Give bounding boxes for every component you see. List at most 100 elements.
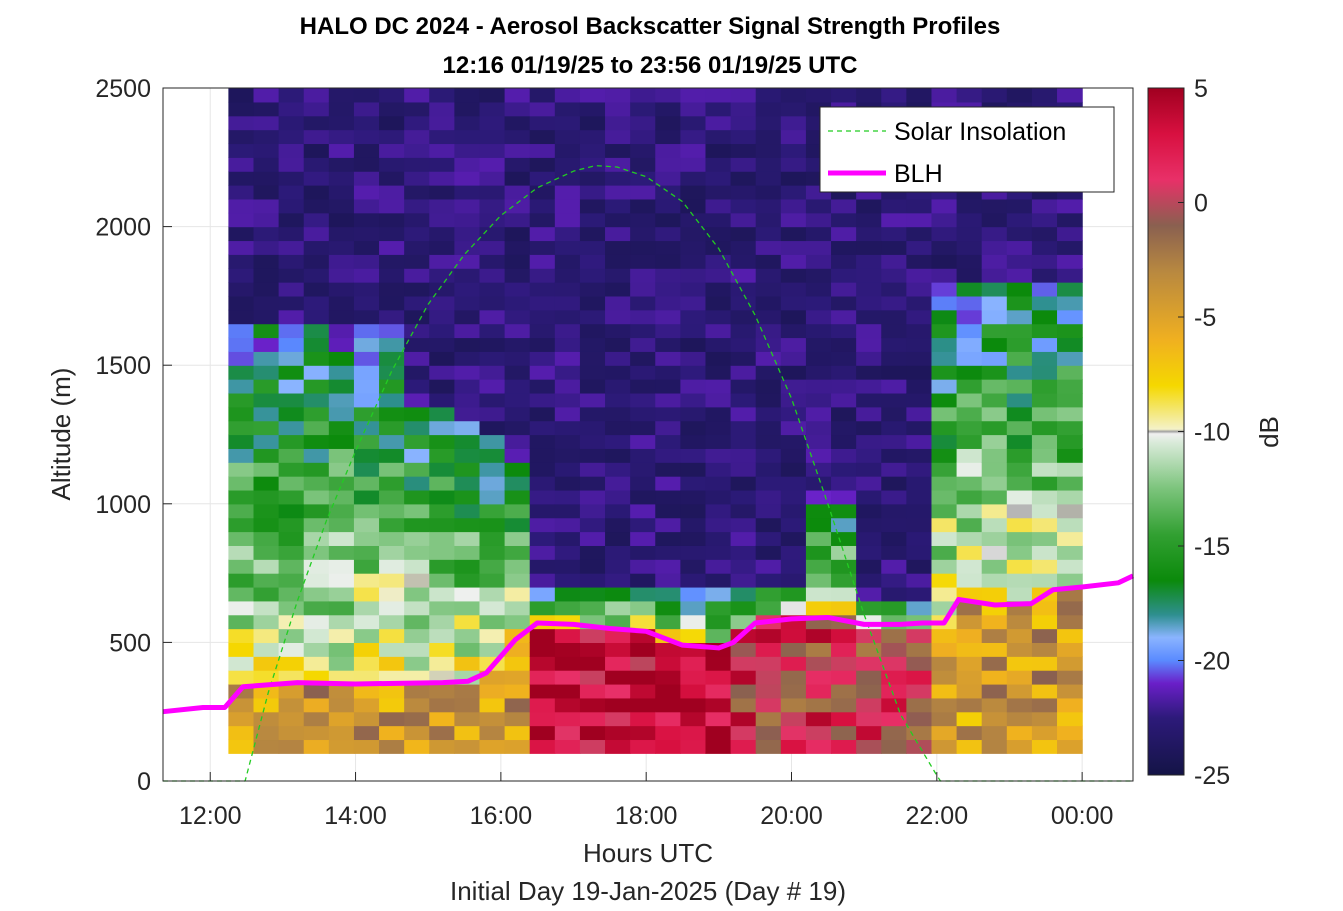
heatmap-cell [680, 185, 707, 200]
heatmap-cell [404, 420, 430, 436]
heatmap-cell [504, 337, 531, 352]
heatmap-cell [805, 517, 832, 533]
heatmap-cell [379, 559, 405, 574]
heatmap-cell [529, 295, 556, 311]
heatmap-cell [454, 254, 481, 269]
heatmap-cell [504, 683, 531, 699]
heatmap-cell [755, 670, 782, 685]
heatmap-cell [529, 586, 556, 602]
heatmap-cell [529, 212, 556, 228]
heatmap-cell [655, 517, 681, 533]
x-tick-label: 14:00 [324, 802, 387, 830]
heatmap-cell [780, 683, 807, 699]
heatmap-cell [429, 212, 455, 228]
heatmap-cell [529, 628, 556, 643]
heatmap-cell [655, 697, 681, 713]
heatmap-cell [831, 268, 857, 283]
heatmap-cell [680, 628, 707, 643]
heatmap-cell [605, 365, 631, 380]
heatmap-cell [554, 420, 581, 436]
heatmap-cell [755, 559, 782, 574]
heatmap-cell [831, 282, 857, 297]
heatmap-cell [228, 365, 255, 380]
heatmap-cell [1006, 88, 1033, 103]
heatmap-cell [353, 420, 380, 436]
heatmap-cell [228, 531, 255, 546]
heatmap-cell [228, 198, 255, 214]
heatmap-cell [730, 711, 757, 727]
heatmap-cell [404, 586, 430, 602]
heatmap-cell [253, 420, 280, 436]
heatmap-cell [856, 503, 882, 519]
heatmap-cell [655, 531, 681, 546]
heatmap-cell [228, 185, 255, 200]
heatmap-cell [328, 489, 355, 505]
heatmap-cell [1031, 476, 1058, 491]
heatmap-cell [529, 517, 556, 533]
heatmap-cell [278, 434, 305, 449]
heatmap-cell [755, 254, 782, 269]
y-tick-label: 0 [137, 768, 151, 796]
heatmap-cell [429, 226, 455, 242]
heatmap-cell [504, 379, 531, 394]
heatmap-cell [529, 226, 556, 242]
heatmap-cell [931, 406, 958, 422]
heatmap-cell [1031, 434, 1058, 449]
heatmap-cell [379, 503, 405, 519]
heatmap-cell [479, 254, 506, 269]
heatmap-cell [1057, 559, 1083, 574]
heatmap-cell [579, 420, 606, 436]
heatmap-cell [931, 586, 958, 602]
heatmap-cell [630, 101, 656, 117]
heatmap-cell [228, 101, 255, 117]
heatmap-cell [730, 337, 757, 352]
heatmap-cell [529, 240, 556, 255]
heatmap-cell [504, 129, 531, 145]
heatmap-cell [504, 309, 531, 325]
heatmap-cell [705, 462, 732, 477]
heatmap-cell [554, 586, 581, 602]
heatmap-cell [705, 476, 732, 491]
heatmap-cell [328, 656, 355, 671]
heatmap-cell [529, 323, 556, 339]
heatmap-cell [956, 503, 983, 519]
heatmap-cell [228, 614, 255, 630]
heatmap-cell [554, 476, 581, 491]
heatmap-cell [680, 711, 707, 727]
heatmap-cell [278, 545, 305, 560]
heatmap-cell [554, 697, 581, 713]
heatmap-cell [504, 406, 531, 422]
heatmap-cell [404, 642, 430, 657]
heatmap-cell [605, 226, 631, 242]
heatmap-cell [1006, 323, 1033, 339]
heatmap-cell [1057, 323, 1083, 339]
heatmap-cell [605, 559, 631, 574]
heatmap-cell [1006, 406, 1033, 422]
heatmap-cell [655, 282, 681, 297]
heatmap-cell [856, 365, 882, 380]
heatmap-cell [730, 392, 757, 408]
heatmap-cell [404, 143, 430, 158]
heatmap-cell [881, 573, 907, 588]
heatmap-cell [554, 739, 581, 754]
heatmap-cell [755, 157, 782, 172]
heatmap-cell [454, 586, 481, 602]
heatmap-cell [454, 573, 481, 588]
heatmap-cell [328, 476, 355, 491]
heatmap-cell [805, 628, 832, 643]
heatmap-cell [479, 600, 506, 616]
heatmap-cell [956, 351, 983, 366]
heatmap-cell [705, 185, 732, 200]
heatmap-cell [906, 282, 933, 297]
heatmap-cell [831, 212, 857, 228]
heatmap-cell [655, 503, 681, 519]
heatmap-cell [554, 656, 581, 671]
heatmap-cell [429, 379, 455, 394]
heatmap-cell [1006, 240, 1033, 255]
heatmap-cell [454, 503, 481, 519]
heatmap-cell [906, 600, 933, 616]
heatmap-cell [1057, 711, 1083, 727]
heatmap-cell [278, 101, 305, 117]
heatmap-cell [680, 392, 707, 408]
heatmap-cell [529, 600, 556, 616]
